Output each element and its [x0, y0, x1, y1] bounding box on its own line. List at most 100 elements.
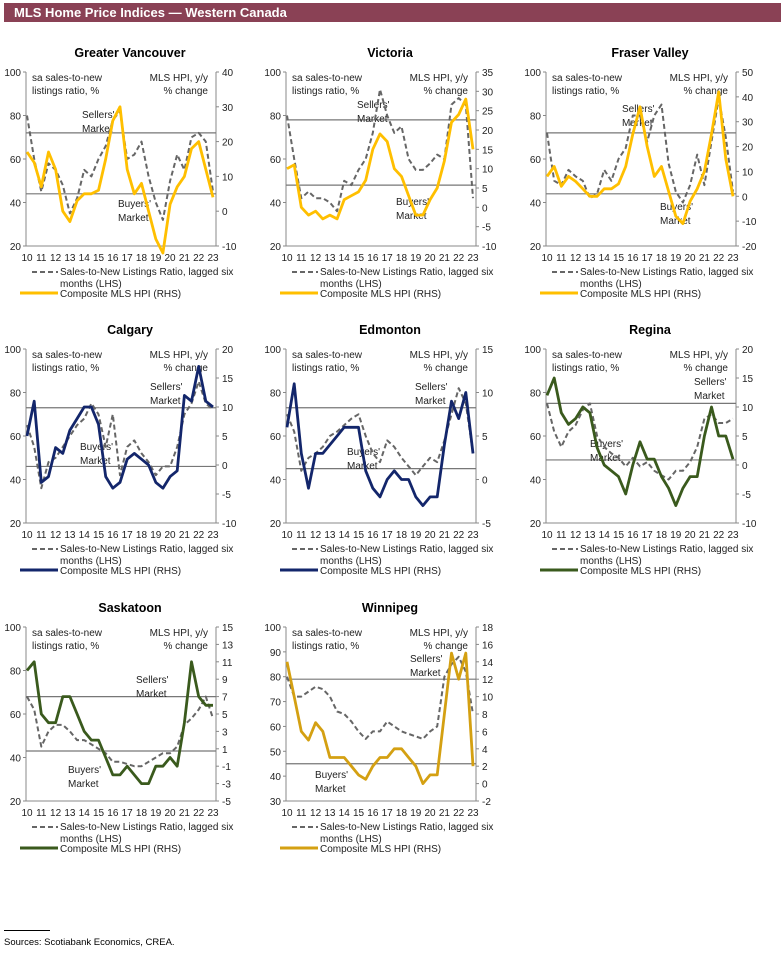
rhs-tick-label: 0	[222, 207, 228, 218]
buyers-market-label: Buyers'	[80, 442, 113, 453]
sellers-market-label: Market	[410, 668, 441, 679]
lhs-tick-label: 100	[264, 68, 281, 79]
x-tick-label: 10	[21, 808, 33, 819]
legend-ratio-label: Sales-to-New Listings Ratio, lagged six	[60, 822, 233, 833]
rhs-note: MLS HPI, y/y	[410, 628, 468, 639]
lhs-note: sa sales-to-new	[552, 73, 623, 84]
lhs-tick-label: 20	[270, 519, 282, 530]
x-tick-label: 10	[541, 530, 553, 541]
x-tick-label: 12	[570, 253, 582, 264]
x-tick-label: 13	[64, 253, 76, 264]
rhs-tick-label: -5	[222, 490, 231, 501]
chart-edmonton: Edmonton 20 40 60 80 100 -5 0 5 10 15 10 11 12 13 14 15 1…	[260, 317, 520, 597]
page-header: MLS Home Price Indices — Western Canada	[4, 3, 781, 22]
sellers-market-label: Sellers'	[82, 110, 115, 121]
rhs-tick-label: 0	[742, 461, 748, 472]
rhs-tick-label: -10	[222, 242, 237, 253]
x-tick-label: 12	[310, 808, 322, 819]
x-tick-label: 18	[136, 530, 148, 541]
lhs-note: sa sales-to-new	[32, 628, 103, 639]
lhs-tick-label: 100	[264, 623, 281, 634]
legend-ratio-label: months (LHS)	[320, 279, 382, 290]
rhs-tick-label: 5	[222, 710, 228, 721]
x-tick-label: 21	[699, 530, 711, 541]
rhs-tick-label: 10	[222, 403, 234, 414]
lhs-tick-label: 20	[10, 519, 22, 530]
lhs-tick-label: 40	[10, 754, 22, 765]
x-tick-label: 15	[93, 253, 105, 264]
rhs-tick-label: 30	[742, 118, 754, 129]
x-tick-label: 11	[36, 808, 47, 819]
buyers-market-label: Buyers'	[118, 199, 151, 210]
rhs-note: MLS HPI, y/y	[150, 628, 208, 639]
rhs-tick-label: -1	[222, 762, 231, 773]
sales-to-new-listings-line	[546, 402, 734, 481]
x-tick-label: 23	[207, 253, 219, 264]
x-tick-label: 23	[727, 253, 739, 264]
x-tick-label: 22	[453, 808, 465, 819]
chart-title: Fraser Valley	[611, 46, 688, 60]
lhs-tick-label: 80	[10, 112, 22, 123]
lhs-tick-label: 100	[4, 623, 21, 634]
legend-ratio-label: months (LHS)	[320, 556, 382, 567]
rhs-tick-label: 5	[482, 184, 488, 195]
composite-mls-hpi-line	[286, 97, 475, 221]
x-tick-label: 19	[150, 808, 162, 819]
rhs-note: % change	[424, 86, 469, 97]
x-tick-label: 23	[207, 808, 219, 819]
legend-hpi-label: Composite MLS HPI (RHS)	[60, 844, 181, 855]
x-tick-label: 18	[656, 530, 668, 541]
sellers-market-label: Sellers'	[150, 382, 183, 393]
rhs-tick-label: 10	[482, 693, 494, 704]
x-tick-label: 21	[439, 808, 451, 819]
composite-mls-hpi-line	[25, 660, 213, 786]
sellers-market-label: Sellers'	[415, 382, 448, 393]
x-tick-label: 16	[627, 530, 639, 541]
x-tick-label: 23	[467, 808, 479, 819]
lhs-note: listings ratio, %	[32, 641, 99, 652]
lhs-tick-label: 100	[4, 68, 21, 79]
lhs-tick-label: 60	[270, 155, 282, 166]
rhs-tick-label: 20	[222, 345, 234, 356]
rhs-tick-label: 25	[482, 107, 494, 118]
rhs-tick-label: 4	[482, 745, 488, 756]
lhs-note: listings ratio, %	[32, 86, 99, 97]
rhs-tick-label: 10	[742, 403, 754, 414]
legend-hpi-label: Composite MLS HPI (RHS)	[580, 289, 701, 300]
sales-to-new-listings-line	[286, 387, 474, 477]
rhs-tick-label: 0	[222, 461, 228, 472]
lhs-tick-label: 80	[10, 667, 22, 678]
legend-ratio-label: months (LHS)	[580, 279, 642, 290]
sales-to-new-listings-line	[286, 655, 474, 740]
legend-hpi-label: Composite MLS HPI (RHS)	[320, 566, 441, 577]
x-tick-label: 14	[79, 808, 91, 819]
legend-ratio-label: Sales-to-New Listings Ratio, lagged six	[320, 267, 493, 278]
rhs-tick-label: 16	[482, 640, 494, 651]
legend-ratio-label: months (LHS)	[60, 279, 122, 290]
x-tick-label: 13	[324, 808, 336, 819]
x-tick-label: 16	[367, 808, 379, 819]
buyers-market-label: Buyers'	[660, 202, 693, 213]
lhs-tick-label: 30	[270, 797, 282, 808]
composite-mls-hpi-line	[25, 105, 215, 255]
rhs-tick-label: 1	[222, 745, 228, 756]
rhs-tick-label: 10	[482, 165, 494, 176]
rhs-tick-label: 20	[742, 345, 754, 356]
x-tick-label: 20	[685, 253, 697, 264]
rhs-tick-label: -10	[742, 519, 757, 530]
sellers-market-label: Market	[150, 396, 181, 407]
lhs-note: sa sales-to-new	[32, 350, 103, 361]
rhs-tick-label: -2	[482, 797, 491, 808]
sellers-market-label: Market	[415, 396, 446, 407]
rhs-tick-label: 5	[742, 432, 748, 443]
x-tick-label: 20	[425, 530, 437, 541]
lhs-tick-label: 80	[10, 389, 22, 400]
rhs-tick-label: 30	[482, 87, 494, 98]
x-tick-label: 20	[685, 530, 697, 541]
composite-mls-hpi-line	[285, 651, 475, 786]
buyers-market-label: Buyers'	[590, 439, 623, 450]
rhs-tick-label: 40	[742, 93, 754, 104]
rhs-tick-label: 8	[482, 710, 488, 721]
sellers-market-label: Sellers'	[410, 654, 443, 665]
x-tick-label: 22	[453, 530, 465, 541]
